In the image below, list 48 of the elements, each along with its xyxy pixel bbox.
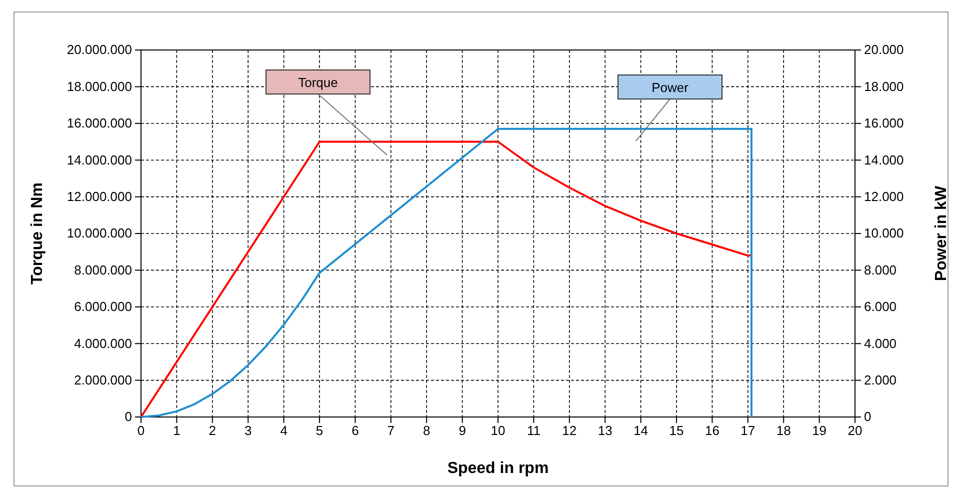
- y-tick-label: 10.000.000: [66, 226, 132, 241]
- x-tick-label: 5: [316, 423, 324, 438]
- x-tick-label: 14: [634, 423, 648, 438]
- y2-axis-title: Power in kW: [933, 185, 950, 282]
- y2-tick-label: 10.000: [864, 226, 904, 241]
- y2-tick-label: 2.000: [864, 372, 897, 388]
- y2-tick-label: 16.000: [864, 116, 904, 131]
- y-tick-label: 4.000.000: [74, 336, 132, 351]
- x-tick-label: 1: [173, 423, 180, 438]
- y2-tick-label: 18.000: [864, 78, 904, 94]
- x-tick-label: 11: [526, 423, 540, 438]
- y2-tick-label: 8.000: [864, 262, 897, 278]
- x-tick-label: 12: [562, 423, 577, 438]
- x-tick-label: 20: [848, 423, 862, 438]
- x-tick-label: 6: [352, 423, 359, 438]
- y-tick-label: 12.000.000: [66, 188, 132, 204]
- x-axis-title: Speed in rpm: [447, 460, 549, 477]
- annotation: Torque: [298, 75, 338, 90]
- x-tick-label: 7: [387, 423, 395, 438]
- x-tick-label: 4: [280, 423, 288, 438]
- x-tick-label: 18: [776, 423, 791, 438]
- y2-tick-label: 6.000: [864, 299, 897, 314]
- x-tick-label: 17: [740, 423, 756, 438]
- y-tick-label: 6.000.000: [74, 299, 132, 314]
- x-tick-label: 19: [812, 423, 827, 438]
- y-tick-label: 0: [124, 409, 132, 424]
- x-tick-label: 0: [137, 423, 145, 438]
- y-tick-label: 20.000.000: [66, 42, 132, 58]
- y-tick-label: 16.000.000: [66, 116, 132, 131]
- x-tick-label: 13: [598, 423, 612, 438]
- y-tick-label: 14.000.000: [66, 152, 132, 168]
- x-tick-label: 3: [244, 423, 252, 438]
- y2-tick-label: 20.000: [864, 42, 904, 58]
- y2-tick-label: 0: [864, 409, 872, 424]
- x-tick-label: 16: [704, 423, 720, 438]
- x-tick-label: 10: [490, 423, 506, 438]
- x-tick-label: 2: [208, 423, 216, 438]
- annotation: Power: [652, 80, 690, 95]
- y-axis-title: Torque in Nm: [29, 182, 46, 284]
- y2-tick-label: 4.000: [864, 336, 897, 351]
- y-tick-label: 18.000.000: [66, 78, 132, 94]
- y-tick-label: 8.000.000: [74, 262, 132, 278]
- x-tick-label: 15: [669, 423, 684, 438]
- x-tick-label: 9: [458, 423, 466, 438]
- y2-tick-label: 14.000: [864, 152, 904, 168]
- y2-tick-label: 12.000: [864, 188, 904, 204]
- y-tick-label: 2.000.000: [74, 372, 132, 388]
- x-tick-label: 8: [422, 423, 430, 438]
